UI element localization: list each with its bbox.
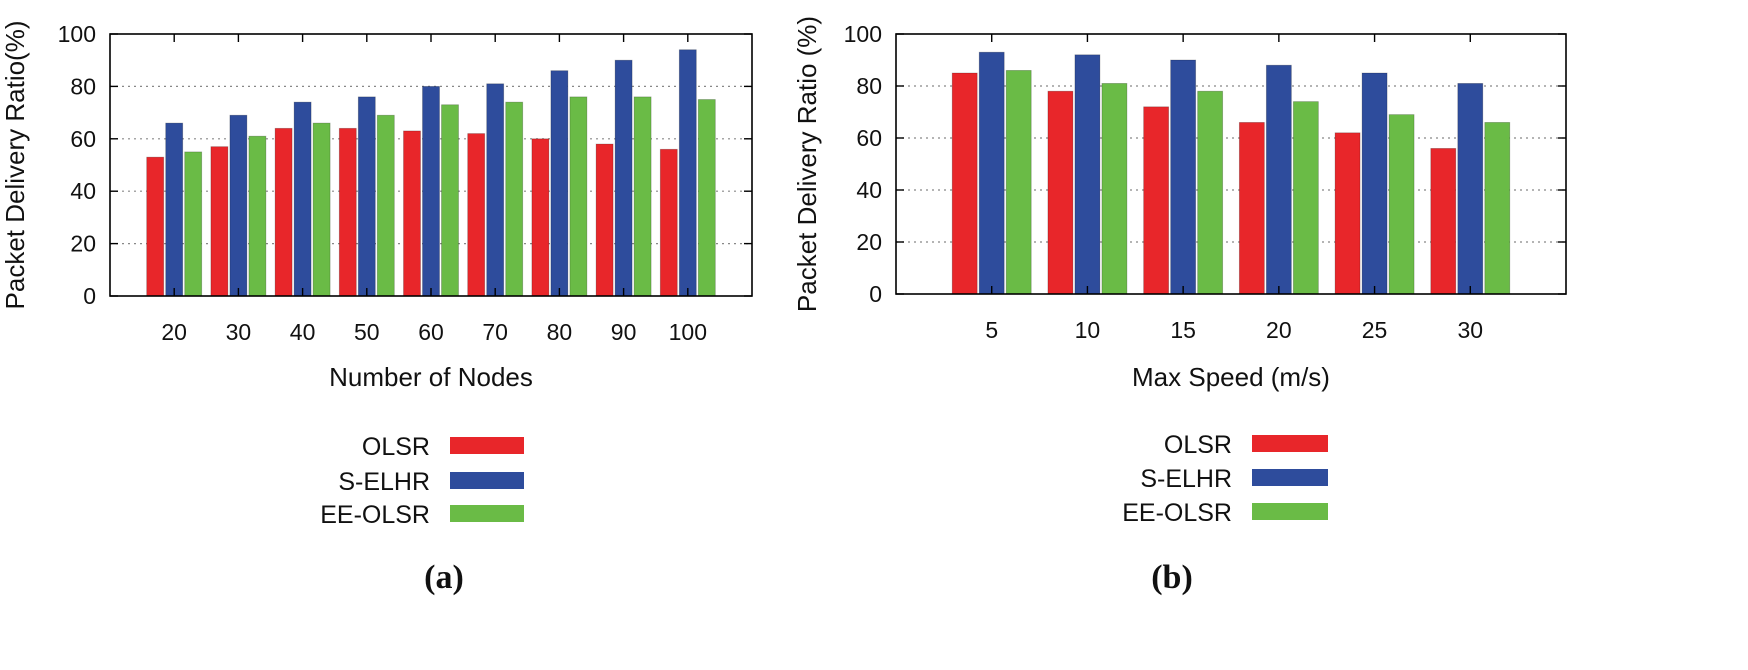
bar-s-elhr-40	[293, 101, 312, 297]
bar-olsr-15	[1143, 106, 1170, 295]
y-axis-title: Packet Delivery Ratio(%)	[0, 21, 30, 310]
x-tick-label: 40	[290, 319, 316, 345]
plot-frame	[109, 33, 753, 297]
x-tick-label: 30	[226, 319, 252, 345]
bar-s-elhr-80	[550, 70, 569, 297]
bar-ee-olsr-10	[1101, 83, 1128, 295]
x-tick-label: 5	[985, 317, 998, 343]
bar-ee-olsr-100	[697, 99, 716, 297]
legend-label-ee-olsr: EE-OLSR	[1122, 499, 1232, 527]
bar-olsr-30	[1430, 147, 1457, 295]
bar-s-elhr-10	[1074, 54, 1101, 295]
bar-s-elhr-50	[357, 96, 376, 297]
bar-ee-olsr-50	[376, 114, 395, 297]
legend-swatch-olsr	[1252, 435, 1328, 452]
y-tick-label: 20	[70, 231, 96, 257]
legend-swatch-ee-olsr	[450, 505, 524, 522]
bar-s-elhr-20	[1265, 64, 1292, 295]
bar-ee-olsr-60	[441, 104, 459, 297]
x-tick-label: 50	[354, 319, 380, 345]
bar-s-elhr-25	[1361, 72, 1388, 295]
bar-s-elhr-100	[678, 49, 697, 297]
bar-ee-olsr-90	[633, 96, 652, 297]
bar-ee-olsr-30	[1484, 122, 1511, 295]
x-tick-label: 100	[669, 319, 707, 345]
legend-label-olsr: OLSR	[362, 433, 430, 461]
bar-ee-olsr-5	[1005, 70, 1032, 295]
bar-ee-olsr-20	[184, 151, 203, 297]
x-tick-label: 15	[1170, 317, 1196, 343]
bar-s-elhr-70	[486, 83, 505, 297]
chart-caption: (b)	[1151, 559, 1193, 596]
chart-caption: (a)	[424, 559, 464, 596]
y-tick-label: 80	[70, 73, 96, 99]
y-tick-label: 60	[70, 126, 96, 152]
legend-swatch-olsr	[450, 437, 524, 454]
bar-olsr-20	[146, 156, 165, 297]
x-tick-label: 70	[482, 319, 508, 345]
y-tick-label: 0	[83, 283, 96, 309]
chart-b: 0 20 40 60 80 100 5 10 15 20 25 30 Packet Delivery R…	[792, 16, 1567, 596]
y-tick-label: 100	[58, 21, 96, 47]
legend-swatch-ee-olsr	[1252, 503, 1328, 520]
x-tick-label: 10	[1075, 317, 1101, 343]
x-tick-label: 20	[161, 319, 187, 345]
x-tick-label: 20	[1266, 317, 1292, 343]
bar-ee-olsr-20	[1292, 101, 1319, 295]
x-tick-label: 30	[1457, 317, 1483, 343]
y-tick-label: 40	[70, 178, 96, 204]
y-tick-label: 20	[856, 229, 882, 255]
bar-s-elhr-30	[229, 114, 248, 297]
bar-ee-olsr-30	[248, 135, 267, 297]
bar-olsr-90	[595, 143, 614, 297]
y-tick-label: 100	[844, 21, 882, 47]
bar-olsr-100	[659, 148, 678, 297]
bar-olsr-50	[338, 127, 357, 297]
bar-ee-olsr-70	[505, 101, 524, 297]
legend-swatch-s-elhr	[1252, 469, 1328, 486]
bar-s-elhr-15	[1170, 59, 1197, 295]
bar-ee-olsr-15	[1197, 90, 1224, 295]
bar-ee-olsr-40	[312, 122, 331, 297]
y-tick-label: 60	[856, 125, 882, 151]
bar-s-elhr-20	[165, 122, 184, 297]
bar-s-elhr-60	[422, 86, 440, 297]
bar-olsr-60	[403, 130, 421, 297]
bar-ee-olsr-80	[569, 96, 588, 297]
plot-frame	[895, 33, 1567, 295]
x-axis-title: Number of Nodes	[329, 362, 533, 392]
y-tick-label: 0	[869, 281, 882, 307]
y-tick-label: 80	[856, 73, 882, 99]
bar-olsr-80	[531, 138, 550, 297]
legend-swatch-s-elhr	[450, 472, 524, 489]
x-axis-title: Max Speed (m/s)	[1132, 362, 1330, 392]
x-tick-label: 60	[418, 319, 444, 345]
legend: OLSR S-ELHR EE-OLSR	[1122, 431, 1328, 527]
bar-olsr-5	[951, 72, 978, 295]
bar-olsr-10	[1047, 90, 1074, 295]
bar-ee-olsr-25	[1388, 114, 1415, 295]
bar-s-elhr-30	[1457, 83, 1484, 295]
bar-olsr-40	[274, 127, 293, 297]
x-tick-label: 90	[611, 319, 637, 345]
y-axis-title: Packet Delivery Ratio (%)	[792, 16, 822, 312]
legend-label-s-elhr: S-ELHR	[338, 468, 430, 496]
bar-olsr-30	[210, 146, 229, 297]
legend-label-ee-olsr: EE-OLSR	[320, 501, 430, 529]
bar-olsr-70	[467, 133, 486, 297]
bar-s-elhr-90	[614, 59, 633, 297]
legend-label-s-elhr: S-ELHR	[1140, 465, 1232, 493]
chart-a: 0 20 40 60 80 100 20 30 40 50 60 70 80 90 100 Packet De…	[0, 21, 753, 596]
y-tick-label: 40	[856, 177, 882, 203]
bar-olsr-25	[1334, 132, 1361, 295]
bar-olsr-20	[1238, 122, 1265, 295]
bar-s-elhr-5	[978, 51, 1005, 295]
x-tick-label: 80	[547, 319, 573, 345]
legend-label-olsr: OLSR	[1164, 431, 1232, 459]
legend: OLSR S-ELHR EE-OLSR	[320, 433, 524, 529]
x-tick-label: 25	[1362, 317, 1388, 343]
